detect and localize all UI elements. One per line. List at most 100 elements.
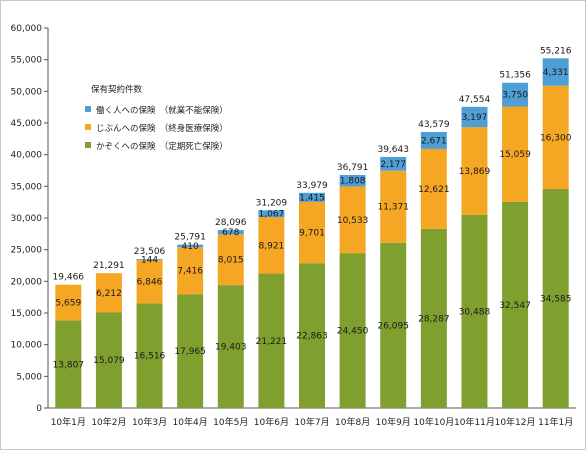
bar-segment-series-1 xyxy=(380,170,407,243)
total-value-label: 21,291 xyxy=(93,261,125,271)
segment-value-label: 1,067 xyxy=(259,210,285,220)
segment-value-label: 2,671 xyxy=(421,136,447,146)
legend-swatch xyxy=(85,142,91,148)
bar-segment-series-2 xyxy=(461,106,488,128)
x-tick-label: 10年1月 xyxy=(51,416,86,428)
total-value-label: 25,791 xyxy=(174,233,206,243)
bar-segment-series-0 xyxy=(55,320,82,408)
bar-segment-series-0 xyxy=(258,273,285,408)
bar-segment-series-0 xyxy=(95,312,122,408)
segment-value-label: 4,331 xyxy=(543,68,569,78)
bar-segment-series-0 xyxy=(420,228,447,408)
bar-segment-series-2 xyxy=(542,58,569,86)
y-tick-label: 55,000 xyxy=(11,56,43,66)
segment-value-label: 2,177 xyxy=(380,160,406,170)
bar-segment-series-1 xyxy=(420,148,447,229)
segment-value-label: 12,621 xyxy=(418,185,450,195)
bar-segment-series-1 xyxy=(217,234,244,286)
segment-value-label: 3,197 xyxy=(462,113,488,123)
segment-value-label: 15,079 xyxy=(93,356,125,366)
bar-segment-series-0 xyxy=(217,285,244,408)
y-tick-label: 20,000 xyxy=(11,277,43,287)
bar-segment-series-2 xyxy=(339,174,366,187)
total-value-label: 55,216 xyxy=(540,46,572,56)
segment-value-label: 10,533 xyxy=(337,216,369,226)
segment-value-label: 410 xyxy=(182,242,199,252)
total-value-label: 33,979 xyxy=(296,181,328,191)
y-tick-label: 15,000 xyxy=(11,309,43,319)
bar-segment-series-0 xyxy=(380,242,407,408)
x-tick-label: 10年2月 xyxy=(91,416,126,428)
legend-entry-label: じぶんへの保険 （終身医療保険） xyxy=(96,123,228,134)
bar-segment-series-0 xyxy=(177,294,204,408)
segment-value-label: 32,547 xyxy=(499,301,531,311)
y-tick-label: 50,000 xyxy=(11,87,43,97)
segment-value-label: 24,450 xyxy=(337,327,369,337)
axes: 0 5,000 10,000 15,000 20,000 25,000 30,000 35,0… xyxy=(11,24,576,428)
x-tick-label: 10年5月 xyxy=(213,416,248,428)
x-tick-label: 10年8月 xyxy=(335,416,370,428)
segment-value-label: 1,808 xyxy=(340,177,366,187)
bar-segment-series-1 xyxy=(136,260,163,304)
bar-segment-series-1 xyxy=(461,127,488,215)
segment-value-label: 6,846 xyxy=(137,278,163,288)
legend-entry-label: 働く人への保険 （就業不能保険） xyxy=(96,105,228,116)
bar-segment-series-0 xyxy=(339,253,366,408)
total-value-label: 43,579 xyxy=(418,120,450,130)
total-value-label: 39,643 xyxy=(377,145,409,155)
segment-value-label: 34,585 xyxy=(540,294,572,304)
segment-value-label: 16,300 xyxy=(540,133,572,143)
x-tick-label: 10年11月 xyxy=(454,416,495,428)
legend: 保有契約件数 働く人への保険 （就業不能保険） じぶんへの保険 （終身医療保険） か… xyxy=(85,84,228,152)
bar-segment-series-2 xyxy=(177,244,204,248)
segment-value-label: 19,403 xyxy=(215,343,247,353)
total-value-label: 28,096 xyxy=(215,218,247,228)
bar-segment-series-2 xyxy=(258,210,285,218)
segment-value-label: 17,965 xyxy=(174,347,206,357)
labels: 13,807 5,659 19,466 15,079 6,212 21,291 16,516… xyxy=(53,46,572,370)
y-tick-label: 60,000 xyxy=(11,24,43,34)
y-tick-label: 10,000 xyxy=(11,341,43,351)
bar-segment-series-1 xyxy=(258,217,285,274)
bar-segment-series-1 xyxy=(339,186,366,254)
segment-value-label: 16,516 xyxy=(134,352,166,362)
segment-value-label: 3,750 xyxy=(502,91,528,101)
total-value-label: 23,506 xyxy=(134,247,166,257)
bar-segment-series-0 xyxy=(136,303,163,408)
bar-segment-series-1 xyxy=(299,201,325,264)
segment-value-label: 22,863 xyxy=(296,332,328,342)
segment-value-label: 13,807 xyxy=(53,360,85,370)
x-tick-label: 10年3月 xyxy=(132,416,167,428)
y-tick-label: 0 xyxy=(36,404,42,414)
segment-value-label: 1,415 xyxy=(299,193,325,203)
bar-segment-series-0 xyxy=(299,263,325,408)
bar-segment-series-2 xyxy=(420,131,447,149)
segment-value-label: 5,659 xyxy=(55,299,81,309)
segment-value-label: 26,095 xyxy=(377,321,409,331)
bar-segment-series-1 xyxy=(542,85,569,189)
legend-swatch xyxy=(85,124,91,130)
bar-segment-series-1 xyxy=(95,273,122,313)
bar-segment-series-2 xyxy=(380,156,407,171)
segment-value-label: 7,416 xyxy=(177,267,203,277)
total-value-label: 47,554 xyxy=(459,95,491,105)
x-tick-label: 10年6月 xyxy=(254,416,289,428)
bar-segment-series-0 xyxy=(461,214,488,408)
segment-value-label: 11,371 xyxy=(377,203,409,213)
bar-segment-series-0 xyxy=(542,188,569,408)
segment-value-label: 8,921 xyxy=(259,241,285,251)
bar-segment-series-2 xyxy=(502,82,529,107)
x-tick-label: 11年1月 xyxy=(538,416,573,428)
segment-value-label: 144 xyxy=(141,256,158,266)
bar-segment-series-2 xyxy=(217,230,244,235)
y-tick-label: 45,000 xyxy=(11,119,43,129)
total-value-label: 36,791 xyxy=(337,163,369,173)
y-tick-label: 25,000 xyxy=(11,246,43,256)
bar-segment-series-2 xyxy=(299,192,325,202)
bar-segment-series-1 xyxy=(55,284,82,321)
total-value-label: 51,356 xyxy=(499,71,531,81)
x-tick-label: 10年9月 xyxy=(376,416,411,428)
segment-value-label: 6,212 xyxy=(96,289,122,299)
